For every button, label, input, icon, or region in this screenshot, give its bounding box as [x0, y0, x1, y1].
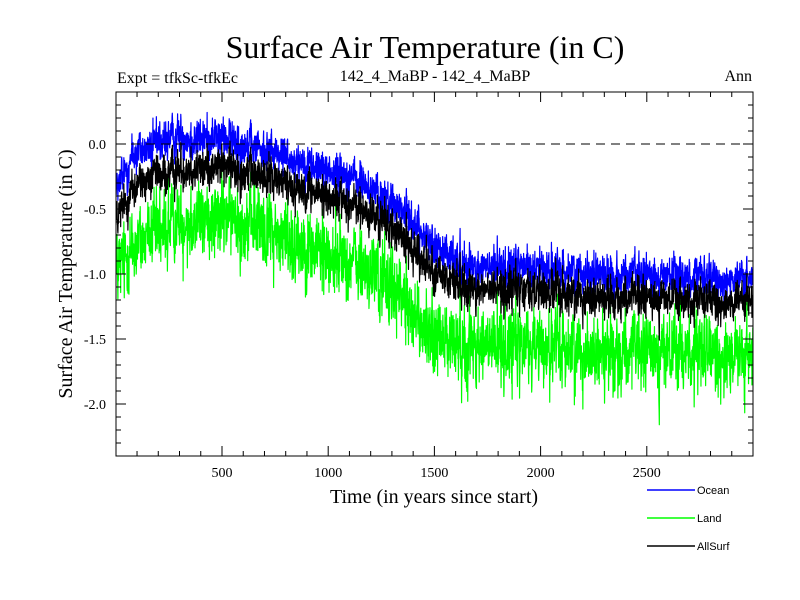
season-label: Ann [724, 68, 752, 85]
x-tick-label: 1000 [314, 466, 342, 481]
legend-label-land: Land [697, 513, 721, 525]
experiment-label: Expt = tfkSc-tfkEc [117, 70, 238, 87]
axes-layer: 500 1000 1500 2000 2500 0.0 -0.5 -1.0 -1.5 -2.0 [84, 92, 753, 481]
legend-label-allsurf: AllSurf [697, 541, 730, 553]
y-axis-label: Surface Air Temperature (in C) [55, 149, 77, 398]
series-line-ocean [116, 111, 753, 317]
chart-title: Surface Air Temperature (in C) [226, 29, 625, 65]
legend: Ocean Land AllSurf [647, 485, 730, 553]
x-tick-label: 2500 [633, 466, 661, 481]
series-line-allsurf [116, 140, 753, 341]
y-tick-label: -1.0 [84, 268, 106, 283]
y-tick-label: -2.0 [84, 398, 106, 413]
x-tick-label: 500 [211, 466, 232, 481]
legend-label-ocean: Ocean [697, 485, 729, 497]
y-tick-label: 0.0 [89, 138, 107, 153]
y-tick-label: -0.5 [84, 203, 106, 218]
period-label: 142_4_MaBP - 142_4_MaBP [340, 68, 531, 85]
y-tick-label: -1.5 [84, 333, 106, 348]
x-tick-label: 2000 [527, 466, 555, 481]
x-axis-label: Time (in years since start) [330, 486, 538, 508]
x-tick-label: 1500 [420, 466, 448, 481]
series-line-land [116, 165, 753, 426]
series-layer [116, 111, 753, 426]
